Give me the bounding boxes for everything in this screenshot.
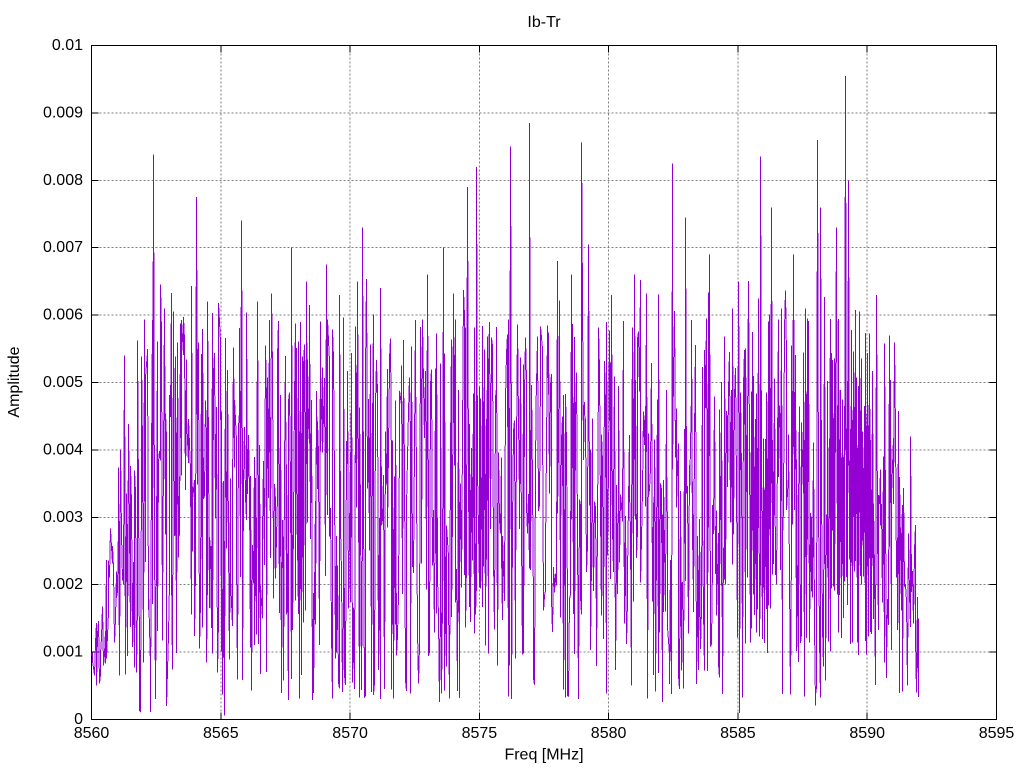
svg-text:0.002: 0.002 bbox=[43, 576, 83, 593]
svg-text:8570: 8570 bbox=[332, 725, 368, 742]
svg-text:0.004: 0.004 bbox=[43, 441, 83, 458]
svg-text:8590: 8590 bbox=[849, 725, 885, 742]
svg-text:8595: 8595 bbox=[979, 725, 1015, 742]
svg-text:Ib-Tr: Ib-Tr bbox=[527, 14, 561, 31]
svg-text:8565: 8565 bbox=[203, 725, 239, 742]
svg-text:Amplitude: Amplitude bbox=[6, 346, 23, 417]
svg-text:0: 0 bbox=[74, 711, 83, 728]
svg-text:0.001: 0.001 bbox=[43, 644, 83, 661]
svg-text:0.005: 0.005 bbox=[43, 374, 83, 391]
svg-text:0.009: 0.009 bbox=[43, 104, 83, 121]
svg-text:8580: 8580 bbox=[591, 725, 627, 742]
svg-text:0.01: 0.01 bbox=[52, 37, 83, 54]
svg-text:0.008: 0.008 bbox=[43, 172, 83, 189]
svg-text:0.003: 0.003 bbox=[43, 509, 83, 526]
svg-text:8575: 8575 bbox=[462, 725, 498, 742]
svg-text:0.006: 0.006 bbox=[43, 307, 83, 324]
svg-text:8585: 8585 bbox=[720, 725, 756, 742]
svg-text:8560: 8560 bbox=[74, 725, 110, 742]
svg-text:0.007: 0.007 bbox=[43, 239, 83, 256]
svg-text:Freq [MHz]: Freq [MHz] bbox=[504, 747, 583, 764]
